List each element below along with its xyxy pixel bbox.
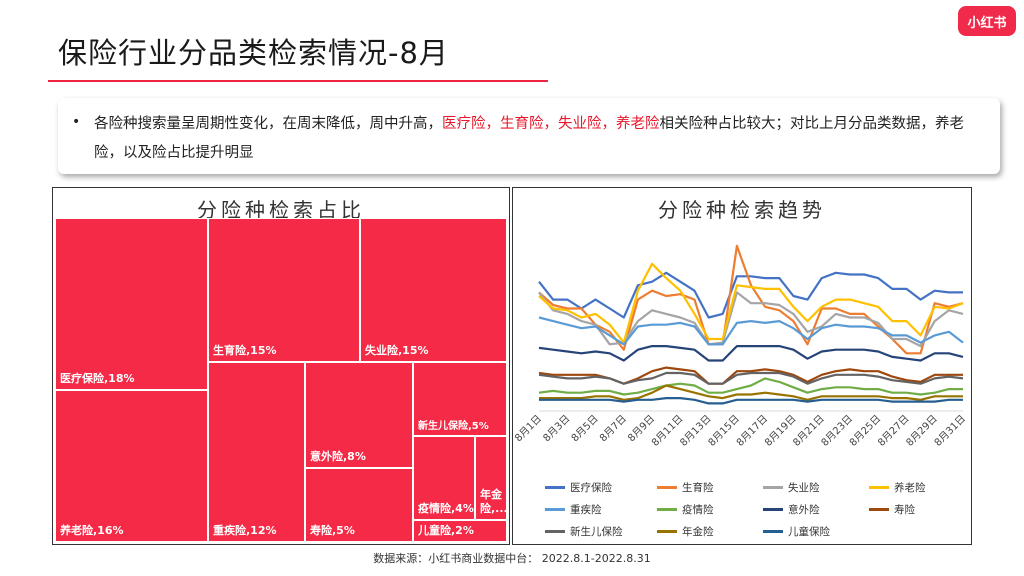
series-line-生育险 (538, 244, 964, 355)
legend-swatch (545, 508, 565, 511)
treemap-tile-maternity: 生育险,15% (208, 218, 360, 362)
legend-label: 意外险 (788, 504, 820, 516)
legend-swatch (869, 486, 889, 489)
legend-swatch (763, 530, 783, 533)
x-tick-label: 8月5日 (569, 413, 601, 445)
summary-segment: 各险种搜索量呈周期性变化，在周末降低，周中升高， (94, 116, 442, 132)
xiaohongshu-logo: 小红书 (958, 6, 1016, 36)
series-line-医疗保险 (538, 271, 963, 319)
tile-label: 年金险,... (480, 488, 508, 515)
legend-swatch (545, 530, 565, 533)
series-line-新生儿保险 (538, 371, 964, 385)
trend-line-chart: 8月1日8月3日8月5日8月7日8月9日8月11日8月13日8月15日8月17日… (513, 244, 968, 449)
legend-item: 寿险 (869, 502, 915, 517)
treemap-tile-medical: 医疗保险,18% (55, 218, 208, 390)
summary-segment: 相关险种占比较大；对比上月分品类数据，养老险，以及险占比提升明显 (94, 116, 964, 161)
legend-item: 新生儿保险 (545, 524, 623, 539)
bullet-icon: • (72, 114, 81, 130)
treemap: 医疗保险,18% 养老险,16% 生育险,15% 失业险,15% 重疾险,12%… (55, 218, 508, 542)
series-line-养老险 (538, 262, 964, 344)
legend-swatch (657, 486, 677, 489)
tile-label: 新生儿保险,5% (418, 421, 489, 432)
treemap-panel: 分险种检索占比 医疗保险,18% 养老险,16% 生育险,15% 失业险,15%… (52, 187, 510, 545)
legend-item: 生育险 (657, 480, 714, 495)
tile-label: 重疾险,12% (213, 524, 277, 537)
treemap-tile-pension: 养老险,16% (55, 390, 208, 542)
legend-item: 年金险 (657, 524, 714, 539)
legend-label: 儿童保险 (788, 526, 830, 538)
treemap-tile-newborn: 新生儿保险,5% (413, 362, 507, 436)
legend-item: 医疗保险 (545, 480, 612, 495)
legend-label: 疫情险 (682, 504, 714, 516)
x-tick-label: 8月31日 (932, 413, 968, 449)
tile-label: 医疗保险,18% (60, 372, 135, 385)
chart-title: 分险种检索趋势 (658, 198, 826, 222)
legend-item: 儿童保险 (763, 524, 830, 539)
tile-label: 寿险,5% (310, 524, 355, 537)
summary-note: • 各险种搜索量呈周期性变化，在周末降低，周中升高，医疗险，生育险，失业险，养老… (58, 98, 1000, 174)
data-source: 数据来源：小红书商业数据中台： 2022.8.1-2022.8.31 (373, 552, 651, 565)
tile-label: 失业险,15% (365, 344, 429, 357)
series-line-年金险 (539, 384, 963, 401)
legend-swatch (763, 486, 783, 489)
legend-swatch (657, 508, 677, 511)
summary-highlight: 医疗险，生育险，失业险，养老险 (442, 116, 660, 132)
treemap-tile-children: 儿童险,2% (413, 520, 507, 542)
tile-label: 生育险,15% (213, 344, 277, 357)
treemap-tile-accident: 意外险,8% (305, 362, 413, 468)
trend-panel: 分险种检索趋势 8月1日 8月3日 8月5日 8月7日 8月9日 8月11日 8月13日 8月… (512, 187, 972, 545)
legend-label: 医疗保险 (570, 482, 612, 494)
legend-label: 年金险 (682, 526, 714, 538)
tile-label: 养老险,16% (60, 524, 124, 537)
x-tick-label: 8月3日 (541, 413, 573, 445)
title-underline (48, 80, 548, 82)
legend-label: 新生儿保险 (570, 526, 623, 538)
legend-item: 养老险 (869, 480, 926, 495)
treemap-tile-annuity: 年金险,... (475, 436, 508, 520)
chart-legend: 医疗保险 生育险 失业险 养老险重疾险 疫情险 意外险 寿险新生儿保险 年金险 儿童保险 (513, 476, 971, 542)
series-line-儿童保险 (539, 397, 963, 405)
legend-label: 生育险 (682, 482, 714, 494)
treemap-tile-unemployment: 失业险,15% (360, 218, 507, 362)
page-title: 保险行业分品类检索情况-8月 (58, 36, 449, 70)
tile-label: 疫情险,4% (418, 502, 474, 515)
legend-swatch (545, 486, 565, 489)
series-line-重疾险 (538, 316, 964, 346)
treemap-tile-life: 寿险,5% (305, 468, 413, 542)
series-line-意外险 (538, 344, 964, 362)
series-line-失业险 (538, 291, 964, 348)
x-tick-label: 8月7日 (597, 413, 629, 445)
x-tick-label: 8月1日 (513, 413, 544, 445)
treemap-tile-epidemic: 疫情险,4% (413, 436, 475, 520)
summary-text: 各险种搜索量呈周期性变化，在周末降低，周中升高，医疗险，生育险，失业险，养老险相… (94, 110, 984, 168)
legend-swatch (763, 508, 783, 511)
series-line-疫情险 (538, 377, 963, 396)
tile-label: 意外险,8% (310, 450, 366, 463)
legend-item: 重疾险 (545, 502, 602, 517)
legend-swatch (869, 508, 889, 511)
legend-item: 意外险 (763, 502, 820, 517)
legend-item: 疫情险 (657, 502, 714, 517)
legend-swatch (657, 530, 677, 533)
legend-label: 重疾险 (570, 504, 602, 516)
treemap-tile-critical-illness: 重疾险,12% (208, 362, 305, 542)
legend-label: 寿险 (894, 504, 915, 516)
legend-item: 失业险 (763, 480, 820, 495)
legend-label: 养老险 (894, 482, 926, 494)
legend-label: 失业险 (788, 482, 820, 494)
tile-label: 儿童险,2% (418, 524, 474, 537)
